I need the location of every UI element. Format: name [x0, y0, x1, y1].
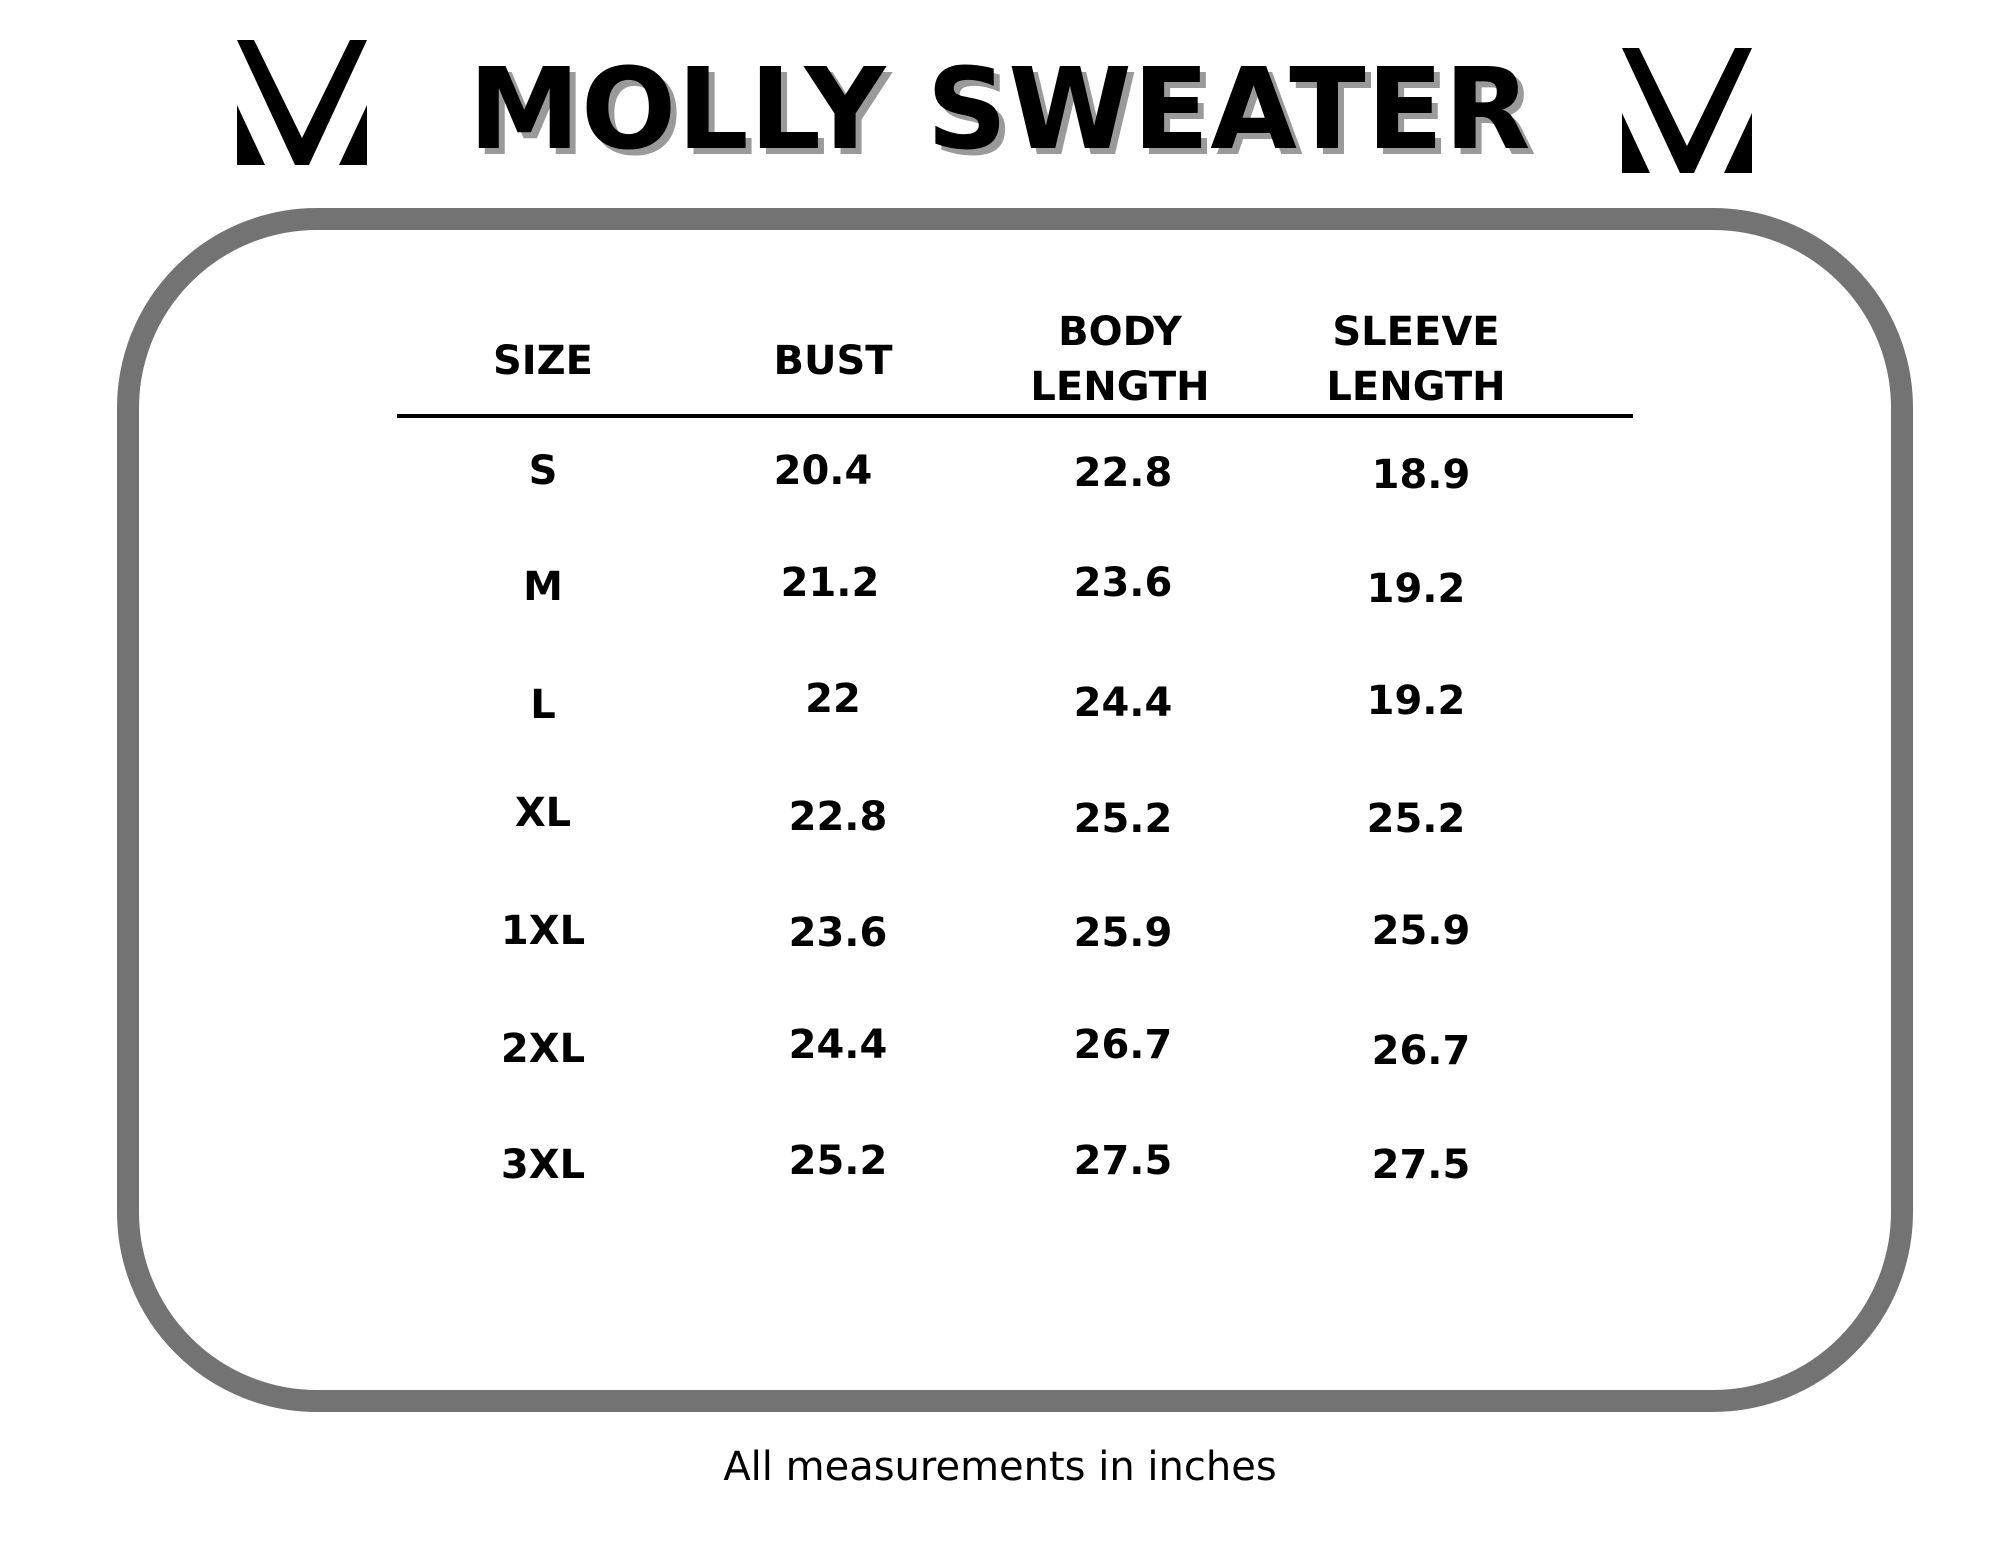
header-bust: BUST	[683, 334, 983, 389]
cell-size: L	[530, 682, 556, 728]
cell-sleeve-length: 18.9	[1371, 452, 1471, 498]
measurement-units-note: All measurements in inches	[723, 1444, 1277, 1490]
cell-bust: 24.4	[788, 1022, 888, 1068]
cell-bust: 20.4	[773, 448, 873, 494]
cell-body-length: 27.5	[1073, 1138, 1173, 1184]
header-sleeve-length-line1: SLEEVE	[1332, 309, 1500, 355]
cell-bust: 21.2	[780, 560, 880, 606]
header-body-length: BODY LENGTH	[970, 305, 1270, 415]
cell-sleeve-length: 25.9	[1371, 908, 1471, 954]
cell-size: 1XL	[500, 908, 586, 954]
cell-body-length: 22.8	[1073, 450, 1173, 496]
header-sleeve-length-line2: LENGTH	[1326, 364, 1506, 410]
cell-size: XL	[514, 790, 572, 836]
cell-body-length: 26.7	[1073, 1022, 1173, 1068]
header-sleeve-length: SLEEVE LENGTH	[1266, 305, 1566, 415]
header-body-length-line1: BODY	[1058, 309, 1182, 355]
cell-bust: 22	[805, 676, 861, 722]
cell-bust: 25.2	[788, 1138, 888, 1184]
header-bust-label: BUST	[773, 338, 893, 384]
cell-sleeve-length: 26.7	[1371, 1028, 1471, 1074]
cell-size: M	[523, 564, 563, 610]
brand-logo-right-icon	[1622, 48, 1752, 173]
cell-size: 3XL	[500, 1142, 586, 1188]
cell-body-length: 25.2	[1073, 796, 1173, 842]
cell-size: S	[528, 448, 558, 494]
header-size-label: SIZE	[492, 338, 594, 384]
header-size: SIZE	[393, 334, 693, 389]
cell-bust: 22.8	[788, 794, 888, 840]
page-title: MOLLY SWEATER	[468, 45, 1532, 175]
cell-sleeve-length: 19.2	[1366, 678, 1466, 724]
header-body-length-line2: LENGTH	[1030, 364, 1210, 410]
brand-logo-left-icon	[237, 40, 367, 165]
header-divider	[397, 414, 1633, 418]
size-chart-frame	[117, 208, 1913, 1412]
cell-body-length: 23.6	[1073, 560, 1173, 606]
cell-body-length: 25.9	[1073, 910, 1173, 956]
cell-size: 2XL	[500, 1026, 586, 1072]
cell-body-length: 24.4	[1073, 680, 1173, 726]
cell-bust: 23.6	[788, 910, 888, 956]
cell-sleeve-length: 19.2	[1366, 566, 1466, 612]
cell-sleeve-length: 25.2	[1366, 796, 1466, 842]
cell-sleeve-length: 27.5	[1371, 1142, 1471, 1188]
